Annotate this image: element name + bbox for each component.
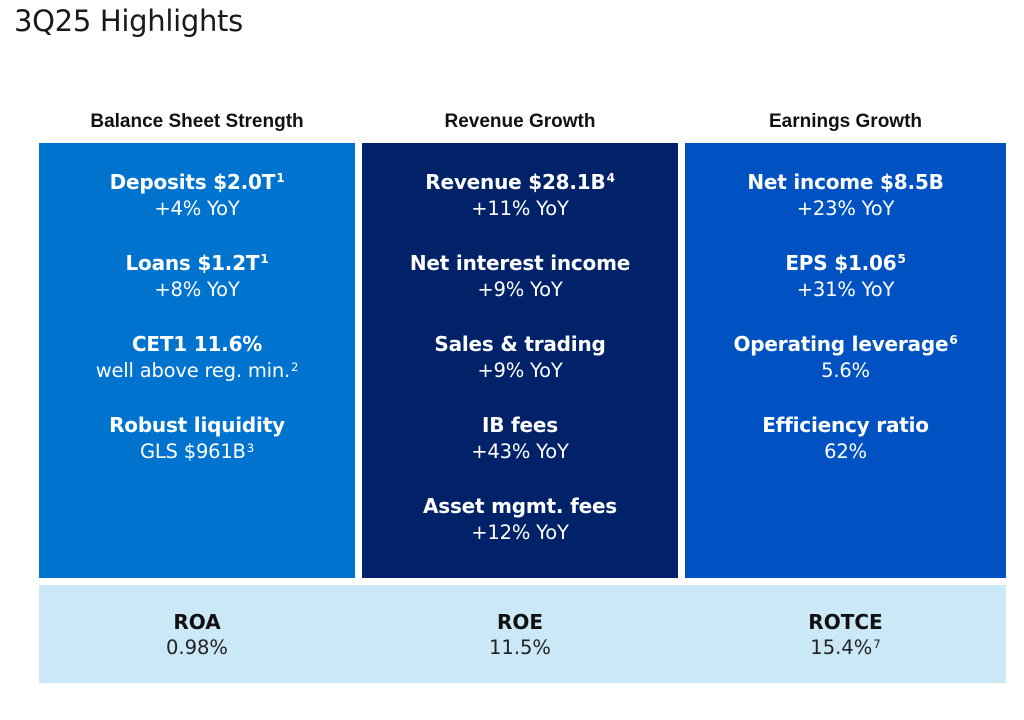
metric-title: Net income $8.5B — [747, 170, 944, 194]
earnings-growth-panel: Net income $8.5B +23% YoY EPS $1.065 +31… — [685, 143, 1006, 578]
footnote-marker: 1 — [260, 252, 269, 267]
metric-sales-trading: Sales & trading +9% YoY — [362, 331, 678, 384]
return-title: ROTCE — [808, 610, 883, 634]
metric-value: +9% YoY — [477, 278, 563, 301]
return-value: 0.98% — [166, 636, 228, 659]
metric-cet1: CET1 11.6% well above reg. min.2 — [39, 331, 355, 384]
metric-ib-fees: IB fees +43% YoY — [362, 412, 678, 465]
return-title: ROA — [173, 610, 221, 634]
metric-loans: Loans $1.2T1 +8% YoY — [39, 250, 355, 303]
footnote-marker: 7 — [873, 636, 881, 651]
returns-band: ROA 0.98% ROE 11.5% ROTCE 15.4%7 — [39, 585, 1006, 683]
metric-efficiency-ratio: Efficiency ratio 62% — [685, 412, 1006, 465]
metric-value: +4% YoY — [154, 197, 240, 220]
metric-title: Asset mgmt. fees — [422, 494, 618, 518]
metric-value: +9% YoY — [477, 359, 563, 382]
metric-title: Net interest income — [409, 251, 631, 275]
return-value: 11.5% — [489, 636, 551, 659]
header-earnings-growth: Earnings Growth — [768, 111, 923, 132]
metric-value: +12% YoY — [471, 521, 569, 544]
footnote-marker: 6 — [949, 333, 958, 348]
metric-title: Loans $1.2T — [125, 251, 260, 275]
metric-operating-leverage: Operating leverage6 5.6% — [685, 331, 1006, 384]
page-title: 3Q25 Highlights — [14, 4, 243, 38]
metric-title: Efficiency ratio — [762, 413, 929, 437]
metric-title: Operating leverage — [733, 332, 949, 356]
metric-value: +11% YoY — [471, 197, 569, 220]
header-revenue-growth: Revenue Growth — [444, 111, 596, 132]
metric-deposits: Deposits $2.0T1 +4% YoY — [39, 169, 355, 222]
footnote-marker: 4 — [606, 171, 615, 186]
metric-value: GLS $961B — [139, 440, 246, 463]
metric-value: +23% YoY — [796, 197, 895, 220]
return-roe: ROE 11.5% — [362, 609, 678, 661]
footnote-marker: 3 — [246, 440, 254, 455]
metric-asset-mgmt-fees: Asset mgmt. fees +12% YoY — [362, 493, 678, 546]
metric-eps: EPS $1.065 +31% YoY — [685, 250, 1006, 303]
metric-title: Sales & trading — [434, 332, 606, 356]
metric-title: Robust liquidity — [109, 413, 285, 437]
balance-sheet-panel: Deposits $2.0T1 +4% YoY Loans $1.2T1 +8%… — [39, 143, 355, 578]
revenue-growth-panel: Revenue $28.1B4 +11% YoY Net interest in… — [362, 143, 678, 578]
metric-net-interest-income: Net interest income +9% YoY — [362, 250, 678, 303]
metric-title: IB fees — [482, 413, 558, 437]
return-title: ROE — [496, 610, 544, 634]
metric-value: 62% — [824, 440, 867, 463]
metric-title: EPS $1.06 — [785, 251, 897, 275]
footnote-marker: 5 — [897, 252, 906, 267]
metric-value: +31% YoY — [796, 278, 895, 301]
footnote-marker: 1 — [276, 171, 285, 186]
return-rotce: ROTCE 15.4%7 — [685, 609, 1006, 661]
return-roa: ROA 0.98% — [39, 609, 355, 661]
header-balance-sheet-strength: Balance Sheet Strength — [90, 111, 304, 132]
return-value: 15.4% — [810, 636, 873, 659]
metric-value: +8% YoY — [154, 278, 240, 301]
metric-value: well above reg. min. — [95, 359, 291, 382]
footnote-marker: 2 — [291, 359, 299, 374]
metric-title: Revenue $28.1B — [425, 170, 606, 194]
metric-value: +43% YoY — [471, 440, 569, 463]
metric-net-income: Net income $8.5B +23% YoY — [685, 169, 1006, 222]
metric-title: CET1 11.6% — [131, 332, 263, 356]
metric-title: Deposits $2.0T — [109, 170, 276, 194]
metric-revenue: Revenue $28.1B4 +11% YoY — [362, 169, 678, 222]
metric-liquidity: Robust liquidity GLS $961B3 — [39, 412, 355, 465]
metric-value: 5.6% — [821, 359, 870, 382]
